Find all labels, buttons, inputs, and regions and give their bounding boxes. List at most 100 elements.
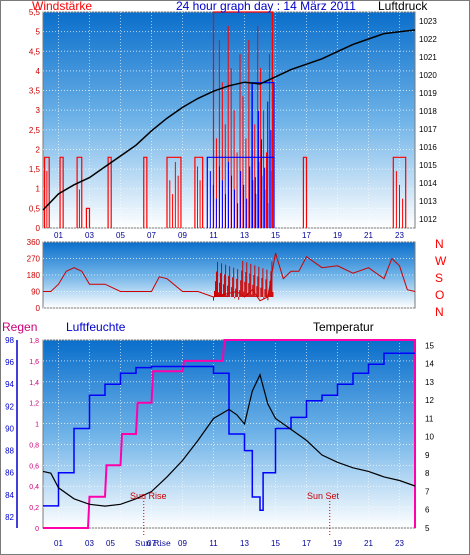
rain-tick-label: 1,6 bbox=[29, 359, 39, 366]
rain-tick-label: 1,4 bbox=[29, 380, 39, 387]
wind-tick-label: 2,5 bbox=[29, 126, 41, 135]
x-tick-label: 13 bbox=[240, 539, 249, 548]
humidity-tick-label: 82 bbox=[5, 513, 14, 522]
humidity-tick-label: 88 bbox=[5, 447, 14, 456]
x-tick-label: 05 bbox=[116, 231, 125, 240]
pressure-tick-label: 1015 bbox=[419, 161, 437, 170]
x-tick-label: 17 bbox=[302, 539, 311, 548]
direction-tick-label: 270 bbox=[27, 255, 41, 264]
wind-tick-label: 5,5 bbox=[29, 8, 41, 17]
x-tick-label: 07 bbox=[147, 539, 156, 548]
rain-tick-label: 0,4 bbox=[29, 484, 39, 491]
wind-tick-label: 5 bbox=[36, 28, 41, 37]
humidity-tick-label: 86 bbox=[5, 469, 14, 478]
wind-tick-label: 1,5 bbox=[29, 165, 41, 174]
temperature-tick-label: 12 bbox=[425, 396, 434, 405]
temperature-line bbox=[42, 372, 416, 507]
rain-line bbox=[43, 339, 416, 529]
direction-tick-label: 90 bbox=[31, 288, 40, 297]
x-tick-label: 11 bbox=[209, 539, 218, 548]
compass-o: O bbox=[435, 288, 445, 302]
wind-tick-label: 0,5 bbox=[29, 204, 41, 213]
pressure-tick-label: 1017 bbox=[419, 125, 437, 134]
x-tick-label: 03 bbox=[85, 231, 94, 240]
rain-tick-label: 0 bbox=[35, 526, 39, 533]
x-tick-label: 21 bbox=[364, 539, 373, 548]
temperature-tick-label: 14 bbox=[425, 360, 434, 369]
wind-speed-bar bbox=[85, 207, 91, 228]
chart-title: 24 hour graph day : 14 März 2011 bbox=[176, 0, 356, 13]
direction-tick-label: 0 bbox=[36, 304, 41, 313]
x-tick-label: 01 bbox=[54, 539, 63, 548]
temperature-label: Temperatur bbox=[313, 320, 374, 334]
temperature-tick-label: 8 bbox=[425, 469, 430, 478]
wind-tick-label: 2 bbox=[36, 145, 41, 154]
x-tick-label: 23 bbox=[395, 539, 404, 548]
compass-s: S bbox=[435, 271, 444, 285]
humidity-label: Luftfeuchte bbox=[66, 320, 126, 334]
humidity-tick-label: 92 bbox=[5, 402, 14, 411]
rain-tick-label: 1 bbox=[35, 422, 39, 429]
wind-tick-label: 1 bbox=[36, 185, 41, 194]
sun-rise-axis-label: Sun Rise bbox=[135, 539, 171, 548]
wind-speed-bar bbox=[302, 156, 308, 228]
wind-speed-bar bbox=[43, 156, 50, 228]
x-tick-label: 13 bbox=[240, 231, 249, 240]
rain-tick-label: 0,2 bbox=[29, 505, 39, 512]
wind-speed-bar bbox=[212, 11, 273, 228]
pressure-tick-label: 1020 bbox=[419, 71, 437, 80]
x-tick-label: 23 bbox=[395, 231, 404, 240]
compass-n-bottom: N bbox=[435, 305, 444, 319]
x-tick-label: 15 bbox=[271, 231, 280, 240]
wind-tick-label: 4,5 bbox=[29, 47, 41, 56]
temperature-tick-label: 15 bbox=[425, 341, 434, 350]
wind-axis-label: Windstärke bbox=[32, 0, 93, 13]
compass-n-top: N bbox=[435, 237, 444, 251]
direction-tick-label: 180 bbox=[27, 271, 41, 280]
temperature-tick-label: 10 bbox=[425, 433, 434, 442]
x-tick-label: 17 bbox=[302, 231, 311, 240]
sun-set-label: Sun Set bbox=[307, 491, 340, 501]
wind-tick-label: 3 bbox=[36, 106, 41, 115]
pressure-line bbox=[42, 29, 416, 211]
humidity-tick-label: 94 bbox=[5, 380, 14, 389]
pressure-tick-label: 1016 bbox=[419, 143, 437, 152]
temperature-tick-label: 7 bbox=[425, 487, 430, 496]
humidity-line bbox=[43, 352, 415, 512]
rain-tick-label: 1,2 bbox=[29, 401, 39, 408]
pressure-tick-label: 1013 bbox=[419, 197, 437, 206]
direction-tick-label: 360 bbox=[27, 238, 41, 247]
x-tick-label: 19 bbox=[333, 539, 342, 548]
x-tick-label: 03 bbox=[85, 539, 94, 548]
pressure-axis-label: Luftdruck bbox=[378, 0, 428, 13]
wind-speed-bar bbox=[392, 156, 407, 228]
x-tick-label: 09 bbox=[178, 231, 187, 240]
wind-tick-label: 3,5 bbox=[29, 87, 41, 96]
temperature-tick-label: 11 bbox=[425, 414, 434, 423]
wind-speed-bar bbox=[76, 156, 83, 228]
x-tick-label: 01 bbox=[54, 231, 63, 240]
x-tick-label: 21 bbox=[364, 231, 373, 240]
sun-rise-label: Sun Rise bbox=[130, 491, 167, 501]
x-tick-label: 07 bbox=[147, 231, 156, 240]
pressure-tick-label: 1019 bbox=[419, 89, 437, 98]
temperature-tick-label: 9 bbox=[425, 451, 430, 460]
x-tick-label: 05 bbox=[106, 539, 115, 548]
wind-speed-bar bbox=[107, 156, 112, 228]
x-tick-label: 09 bbox=[178, 539, 187, 548]
pressure-tick-label: 1021 bbox=[419, 53, 437, 62]
temperature-tick-label: 5 bbox=[425, 524, 430, 533]
humidity-tick-label: 96 bbox=[5, 358, 14, 367]
wind-speed-bar bbox=[194, 156, 204, 228]
pressure-tick-label: 1023 bbox=[419, 17, 437, 26]
compass-w: W bbox=[435, 254, 447, 268]
x-tick-label: 15 bbox=[271, 539, 280, 548]
rain-tick-label: 0,8 bbox=[29, 442, 39, 449]
temperature-tick-label: 13 bbox=[425, 378, 434, 387]
pressure-tick-label: 1022 bbox=[419, 35, 437, 44]
humidity-tick-label: 98 bbox=[5, 336, 14, 345]
x-tick-label: 11 bbox=[209, 231, 218, 240]
humidity-tick-label: 84 bbox=[5, 491, 14, 500]
pressure-tick-label: 1018 bbox=[419, 107, 437, 116]
